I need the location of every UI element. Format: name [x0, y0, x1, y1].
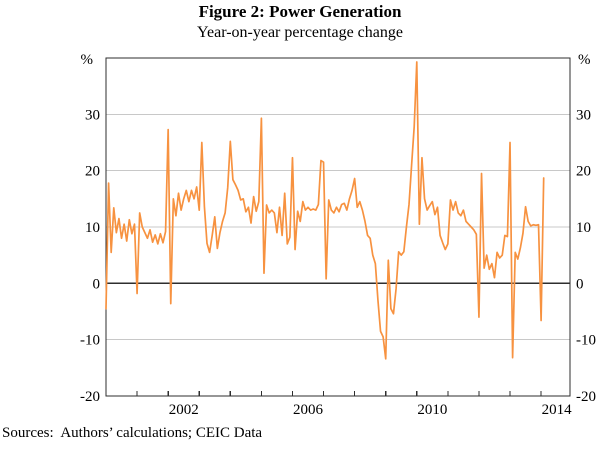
x-tick-label-2002: 2002 [169, 402, 199, 418]
x-tick-label-2006: 2006 [293, 402, 324, 418]
y-tick-label-right--10: -10 [576, 333, 596, 349]
plot-frame [105, 57, 571, 397]
unit-label-right: % [578, 52, 591, 68]
x-tick-label-2010: 2010 [417, 402, 447, 418]
y-tick-label-left-10: 10 [85, 220, 100, 236]
y-tick-label-left--20: -20 [80, 389, 100, 405]
y-tick-label-right--20: -20 [576, 389, 596, 405]
y-tick-label-left-20: 20 [85, 164, 100, 180]
figure-title: Figure 2: Power Generation [198, 2, 402, 21]
unit-label-left: % [81, 52, 94, 68]
y-tick-label-right-30: 30 [576, 107, 591, 123]
y-tick-label-left-0: 0 [93, 276, 101, 292]
y-tick-label-right-0: 0 [576, 276, 584, 292]
figure-subtitle: Year-on-year percentage change [197, 24, 403, 41]
y-tick-label-left-30: 30 [85, 107, 100, 123]
y-tick-label-right-10: 10 [576, 220, 591, 236]
sources-note: Sources: Authors’ calculations; CEIC Dat… [2, 425, 263, 441]
y-tick-label-left--10: -10 [80, 333, 100, 349]
x-tick-label-2014: 2014 [542, 402, 573, 418]
y-tick-label-right-20: 20 [576, 164, 591, 180]
power-generation-line [105, 61, 545, 360]
